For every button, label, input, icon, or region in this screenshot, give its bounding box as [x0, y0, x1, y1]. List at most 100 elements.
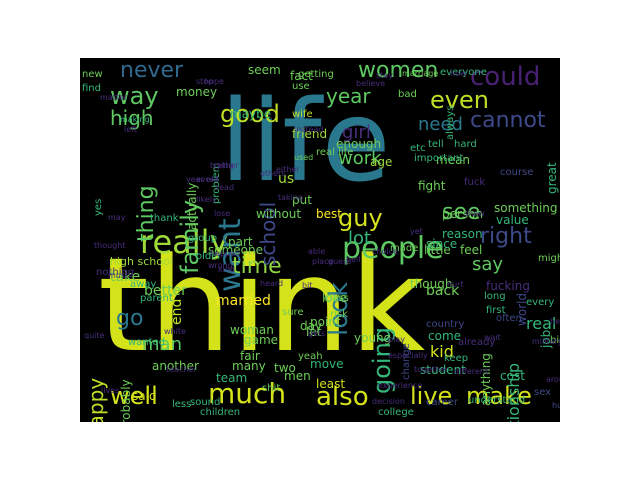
word-around: around — [546, 375, 560, 384]
word-since: since — [426, 237, 458, 251]
word-change: change — [401, 343, 412, 380]
word-fact: fact — [290, 69, 313, 83]
word-use: use — [292, 81, 310, 92]
word-health: health — [550, 317, 560, 326]
word-white: white — [164, 327, 186, 336]
word-hard: hard — [454, 139, 477, 150]
word-stop: stop — [196, 77, 214, 86]
word-rather: rather — [214, 161, 239, 170]
word-back: back — [426, 283, 460, 299]
word-matter: matter — [100, 93, 128, 102]
word-cannot: cannot — [470, 108, 546, 133]
word-fuck: fuck — [464, 177, 486, 188]
word-maybe: maybe — [230, 107, 272, 121]
word-hurt: hurt — [447, 280, 464, 289]
word-bad: bad — [398, 89, 417, 100]
word-feel: feel — [460, 243, 483, 257]
word-part: part — [228, 235, 253, 249]
word-could: could — [470, 62, 541, 92]
word-stay: stay — [376, 71, 393, 80]
word-quite: quite — [84, 331, 105, 340]
word-sure: sure — [282, 307, 304, 318]
word-big: big — [550, 335, 560, 346]
word-either: either — [276, 165, 300, 174]
word-bit: bit — [302, 281, 313, 290]
word-long: long — [484, 291, 506, 302]
word-everyone: everyone — [440, 67, 487, 78]
word-first: first — [486, 305, 506, 316]
word-age: age — [370, 155, 393, 169]
word-someone: someone — [208, 243, 263, 257]
word-must: must — [108, 271, 129, 280]
word-thank: thank — [150, 213, 179, 224]
word-make: make — [466, 382, 532, 410]
word-need: need — [418, 114, 463, 135]
word-career: career — [426, 397, 458, 408]
word-money: money — [176, 85, 218, 99]
word-fucking: fucking — [486, 279, 530, 293]
word-may: may — [108, 213, 126, 222]
word-guy: guy — [338, 204, 383, 232]
word-wife: wife — [292, 109, 313, 120]
word-another: another — [152, 359, 199, 373]
word-sex: sex — [534, 387, 552, 398]
word-time: time — [232, 254, 282, 279]
word-something: something — [494, 201, 558, 215]
word-mean: mean — [436, 153, 471, 167]
word-wait: wait — [484, 333, 501, 342]
word-young: young — [354, 331, 392, 345]
word-without: without — [256, 207, 302, 221]
word-hope: hope — [204, 77, 224, 86]
word-actually: actually — [185, 182, 199, 230]
word-course: course — [500, 167, 534, 178]
word-least: least — [316, 377, 346, 391]
word-put: put — [292, 193, 312, 207]
word-place: place — [312, 257, 334, 266]
word-trying: trying — [210, 161, 234, 170]
word-wrong: wrong — [208, 261, 233, 270]
word-fight: fight — [418, 179, 446, 193]
word-come: come — [428, 329, 462, 343]
word-keep: keep — [444, 353, 469, 364]
word-go: go — [116, 306, 144, 331]
word-two: two — [274, 361, 296, 375]
word-shit: shit — [262, 383, 281, 394]
word-day: day — [300, 319, 323, 333]
word-lose: lose — [214, 209, 231, 218]
word-how: how — [450, 69, 467, 78]
word-important: important — [414, 153, 464, 164]
word-kind: kind — [218, 265, 236, 274]
word-though: though — [410, 277, 453, 291]
word-probably: probably — [119, 378, 133, 422]
word-value: value — [496, 213, 529, 227]
word-kid: kid — [430, 342, 454, 361]
word-making: making — [120, 115, 150, 124]
word-work: work — [338, 148, 382, 169]
word-happy: happy — [84, 377, 108, 422]
word-used: used — [294, 153, 314, 162]
word-instead: instead — [294, 125, 324, 134]
word-women: women — [358, 58, 439, 83]
word-yet: yet — [410, 227, 423, 236]
word-person: person — [442, 207, 484, 221]
word-team: team — [216, 371, 248, 385]
word-move: move — [310, 357, 344, 371]
word-year: year — [326, 84, 371, 108]
word-read: read — [216, 183, 235, 192]
word-much: much — [208, 377, 287, 410]
word-especially: especially — [388, 351, 428, 360]
word-older: older — [196, 251, 222, 262]
word-heard: heard — [260, 279, 284, 288]
word-best: best — [316, 207, 342, 221]
word-always: always — [445, 105, 456, 140]
word-fair: fair — [240, 349, 260, 363]
word-men: men — [284, 369, 311, 383]
word-cloud: think life people really much also well live mak… — [80, 58, 560, 422]
word-seem: seem — [248, 63, 281, 77]
word-friend: friend — [292, 127, 328, 141]
word-experience: experience — [378, 381, 423, 390]
word-lives: lives — [101, 386, 120, 395]
word-love: love — [322, 291, 348, 305]
word-wanted: wanted — [128, 337, 166, 348]
word-even: even — [430, 86, 489, 114]
